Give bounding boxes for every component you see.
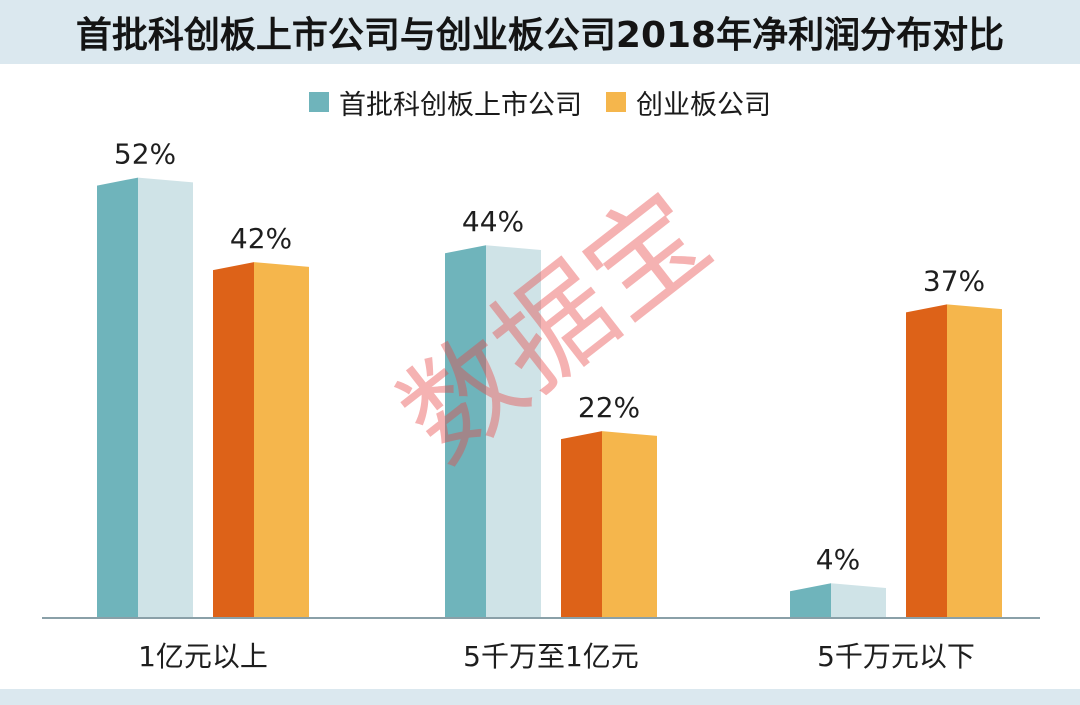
- bar-side-face: [138, 177, 193, 617]
- data-label-1-3: 4%: [816, 543, 860, 576]
- data-label-1-1: 52%: [114, 138, 176, 171]
- bar-2-1: [213, 262, 309, 617]
- legend-swatch-series-2: [606, 92, 626, 112]
- category-label-2: 5千万至1亿元: [463, 640, 639, 673]
- bar-side-face: [831, 583, 886, 617]
- bar-front-face: [790, 583, 831, 617]
- bar-side-face: [486, 245, 541, 617]
- bar-front-face: [445, 245, 486, 617]
- bar-side-face: [947, 304, 1002, 617]
- title-band: 首批科创板上市公司与创业板公司2018年净利润分布对比: [0, 0, 1080, 64]
- bar-1-2: [445, 245, 541, 617]
- bar-1-1: [97, 177, 193, 617]
- data-label-2-2: 22%: [578, 391, 640, 424]
- bar-front-face: [97, 177, 138, 617]
- legend-label-series-2: 创业板公司: [636, 89, 771, 121]
- data-label-2-1: 42%: [230, 222, 292, 255]
- category-label-1: 1亿元以上: [138, 640, 268, 673]
- bar-side-face: [254, 262, 309, 617]
- bar-front-face: [906, 304, 947, 617]
- legend: 首批科创板上市公司 创业板公司: [0, 82, 1080, 122]
- data-label-1-2: 44%: [462, 205, 524, 238]
- bar-side-face: [602, 431, 657, 617]
- legend-swatch-series-1: [309, 92, 329, 112]
- bar-2-2: [561, 431, 657, 617]
- legend-item-series-2: 创业板公司: [606, 83, 771, 122]
- bar-front-face: [561, 431, 602, 617]
- legend-label-series-1: 首批科创板上市公司: [339, 89, 582, 121]
- chart-title: 首批科创板上市公司与创业板公司2018年净利润分布对比: [75, 15, 1005, 56]
- category-label-3: 5千万元以下: [817, 640, 975, 673]
- data-label-2-3: 37%: [923, 264, 985, 297]
- bottom-band: [0, 689, 1080, 705]
- bar-1-3: [790, 583, 886, 617]
- legend-item-series-1: 首批科创板上市公司: [309, 83, 582, 122]
- bar-2-3: [906, 304, 1002, 617]
- bar-front-face: [213, 262, 254, 617]
